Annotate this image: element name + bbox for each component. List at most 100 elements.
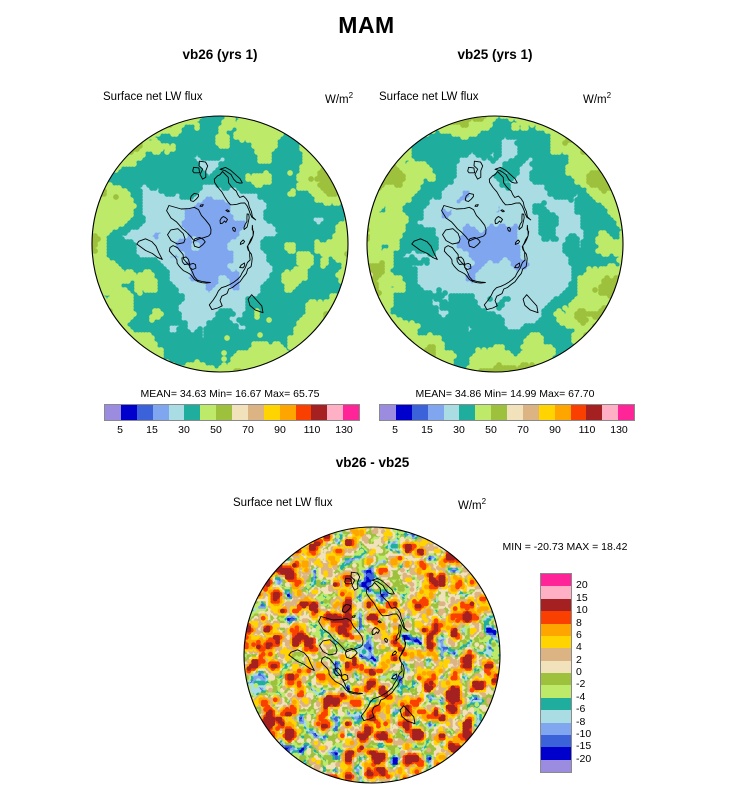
colorbar-diff-swatch-13 — [541, 734, 571, 748]
stats-right: MEAN= 34.86 Min= 14.99 Max= 67.70 — [415, 388, 595, 400]
colorbar-swatch-0 — [380, 405, 396, 420]
polar-map-vb26 — [91, 115, 349, 373]
colorbar-diff-swatch-8 — [541, 673, 571, 686]
colorbar-swatch-5 — [459, 405, 476, 420]
colorbar-diff-swatch-14 — [541, 747, 571, 760]
panel-title-diff: vb26 - vb25 — [335, 455, 410, 470]
panel-title-left: vb26 (yrs 1) — [182, 47, 258, 62]
colorbar-diff-swatch-12 — [541, 722, 571, 735]
page-title: MAM — [338, 12, 395, 38]
colorbar-tick-5: 5 — [117, 424, 123, 436]
colorbar-swatch-9 — [247, 405, 264, 420]
colorbar-swatch-6 — [200, 405, 217, 420]
colorbar-tick-70: 70 — [242, 424, 254, 436]
unit-exponent-diff: 2 — [481, 497, 487, 506]
colorbar-right-ticks: 5 15 30 50 70 90 110 130 — [379, 424, 635, 440]
colorbar-diff-tick-neg15: -15 — [576, 740, 592, 753]
colorbar-swatch-1 — [395, 405, 412, 420]
colorbar-diff-tick-neg8: -8 — [576, 715, 586, 728]
colorbar-diff-swatch-3 — [541, 611, 571, 624]
stats-left: MEAN= 34.63 Min= 16.67 Max= 65.75 — [140, 388, 320, 400]
colorbar-swatch-15 — [618, 405, 634, 420]
colorbar-tick-110: 110 — [303, 424, 321, 436]
variable-label-right: Surface net LW flux — [379, 91, 479, 103]
colorbar-tick-130: 130 — [335, 424, 353, 436]
colorbar-swatch-3 — [427, 405, 444, 420]
colorbar-swatch-10 — [538, 405, 555, 420]
colorbar-swatch-6 — [475, 405, 492, 420]
unit-label-right: W/m2 — [583, 91, 611, 106]
colorbar-diff-tick-neg2: -2 — [576, 678, 586, 691]
colorbar-tick-90: 90 — [274, 424, 286, 436]
unit-label-diff: W/m2 — [458, 497, 486, 512]
colorbar-left-swatches — [104, 404, 360, 421]
colorbar-tick-30: 30 — [453, 424, 465, 436]
colorbar-diff-tick-20: 20 — [576, 579, 588, 592]
unit-text-left: W/m — [325, 93, 349, 106]
colorbar-diff-tick-neg6: -6 — [576, 703, 586, 716]
colorbar-diff-swatch-5 — [541, 635, 571, 649]
colorbar-left[interactable]: 5 15 30 50 70 90 110 130 — [104, 404, 360, 440]
colorbar-swatch-11 — [554, 405, 571, 420]
colorbar-swatch-1 — [120, 405, 137, 420]
colorbar-swatch-13 — [311, 405, 328, 420]
colorbar-tick-70: 70 — [517, 424, 529, 436]
colorbar-diff-tick-6: 6 — [576, 628, 582, 641]
colorbar-diff-swatches[interactable] — [540, 573, 572, 773]
polar-map-difference — [243, 526, 501, 784]
colorbar-swatch-0 — [105, 405, 121, 420]
colorbar-diff-tick-neg20: -20 — [576, 752, 592, 765]
colorbar-tick-90: 90 — [549, 424, 561, 436]
colorbar-diff-swatch-1 — [541, 586, 571, 599]
colorbar-tick-5: 5 — [392, 424, 398, 436]
colorbar-tick-50: 50 — [210, 424, 222, 436]
colorbar-swatch-2 — [136, 405, 153, 420]
colorbar-swatch-3 — [152, 405, 169, 420]
colorbar-swatch-14 — [327, 405, 344, 420]
colorbar-tick-130: 130 — [610, 424, 628, 436]
colorbar-diff-tick-0: 0 — [576, 666, 582, 678]
variable-label-left: Surface net LW flux — [103, 91, 203, 103]
colorbar-swatch-12 — [295, 405, 312, 420]
colorbar-swatch-7 — [491, 405, 507, 420]
colorbar-diff-tick-8: 8 — [576, 616, 582, 629]
polar-map-vb25 — [366, 115, 624, 373]
colorbar-diff-ticks: 20 15 10 8 6 4 2 0 -2 -4 -6 -8 -10 -15 -20 — [576, 573, 616, 773]
colorbar-right-swatches — [379, 404, 635, 421]
variable-label-diff: Surface net LW flux — [233, 497, 333, 509]
colorbar-diff-swatch-10 — [541, 697, 571, 711]
colorbar-swatch-8 — [232, 405, 248, 420]
colorbar-swatch-14 — [602, 405, 619, 420]
colorbar-tick-50: 50 — [485, 424, 497, 436]
unit-text-diff: W/m — [458, 499, 482, 512]
colorbar-diff-swatch-2 — [541, 598, 571, 612]
colorbar-diff-swatch-15 — [541, 759, 571, 772]
colorbar-diff-tick-neg10: -10 — [576, 727, 592, 740]
colorbar-right[interactable]: 5 15 30 50 70 90 110 130 — [379, 404, 635, 440]
colorbar-diff-tick-2: 2 — [576, 653, 582, 666]
colorbar-swatch-15 — [343, 405, 359, 420]
colorbar-diff-tick-10: 10 — [576, 604, 588, 617]
colorbar-tick-30: 30 — [178, 424, 190, 436]
unit-text-right: W/m — [583, 93, 607, 106]
stats-diff: MIN = -20.73 MAX = 18.42 — [502, 541, 628, 553]
colorbar-diff-swatch-4 — [541, 623, 571, 636]
colorbar-swatch-4 — [168, 405, 185, 420]
colorbar-diff-swatch-6 — [541, 648, 571, 661]
unit-exponent-right: 2 — [606, 91, 612, 100]
colorbar-diff-swatch-7 — [541, 660, 571, 673]
colorbar-tick-110: 110 — [578, 424, 596, 436]
colorbar-swatch-11 — [279, 405, 296, 420]
colorbar-swatch-5 — [184, 405, 201, 420]
colorbar-swatch-4 — [443, 405, 460, 420]
colorbar-swatch-9 — [522, 405, 539, 420]
colorbar-diff-swatch-9 — [541, 685, 571, 698]
colorbar-swatch-2 — [411, 405, 428, 420]
colorbar-diff-tick-4: 4 — [576, 641, 582, 654]
colorbar-swatch-12 — [570, 405, 587, 420]
colorbar-swatch-7 — [216, 405, 232, 420]
colorbar-diff-tick-15: 15 — [576, 591, 588, 604]
colorbar-diff-swatch-0 — [541, 574, 571, 587]
unit-exponent-left: 2 — [348, 91, 354, 100]
colorbar-swatch-13 — [586, 405, 603, 420]
